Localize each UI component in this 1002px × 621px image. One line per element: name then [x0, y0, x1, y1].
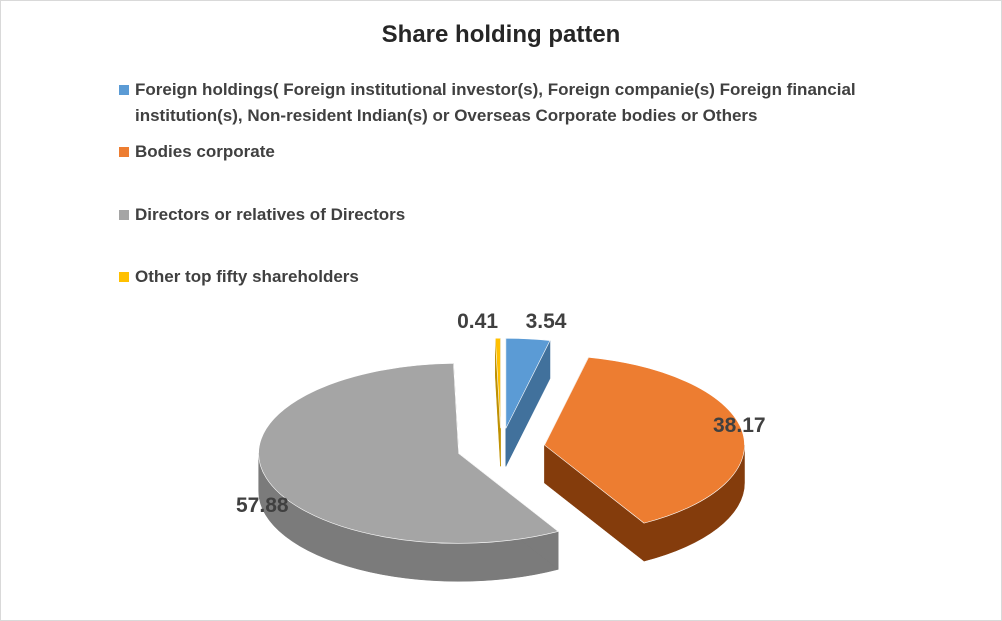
legend-swatch-foreign-holdings [119, 85, 129, 95]
legend-label-other-top-fifty: Other top fifty shareholders [135, 267, 359, 286]
legend-swatch-other-top-fifty [119, 272, 129, 282]
legend-entry-foreign-holdings: Foreign holdings( Foreign institutional … [119, 77, 955, 129]
pie-top-faces [258, 337, 745, 544]
legend-entry-bodies-corporate: Bodies corporate [119, 139, 955, 165]
data-label-other-top-fifty: 0.41 [457, 310, 498, 333]
pie-slice-bodies-corporate [544, 356, 745, 524]
legend-swatch-bodies-corporate [119, 147, 129, 157]
data-label-foreign-holdings: 3.54 [526, 310, 567, 333]
pie-slice-other-top-fifty [494, 337, 501, 429]
data-label-bodies-corporate: 38.17 [713, 414, 766, 437]
legend-entry-directors: Directors or relatives of Directors [119, 202, 955, 228]
data-label-directors: 57.88 [236, 494, 289, 517]
legend-label-bodies-corporate: Bodies corporate [135, 142, 275, 161]
pie-slice-directors [258, 363, 559, 544]
legend-swatch-directors [119, 210, 129, 220]
legend-label-foreign-holdings: Foreign holdings( Foreign institutional … [135, 80, 856, 125]
pie-slice-foreign-holdings [505, 338, 551, 429]
chart-title: Share holding patten [381, 21, 621, 48]
legend-entry-other-top-fifty: Other top fifty shareholders [119, 264, 955, 290]
legend-label-directors: Directors or relatives of Directors [135, 205, 406, 224]
